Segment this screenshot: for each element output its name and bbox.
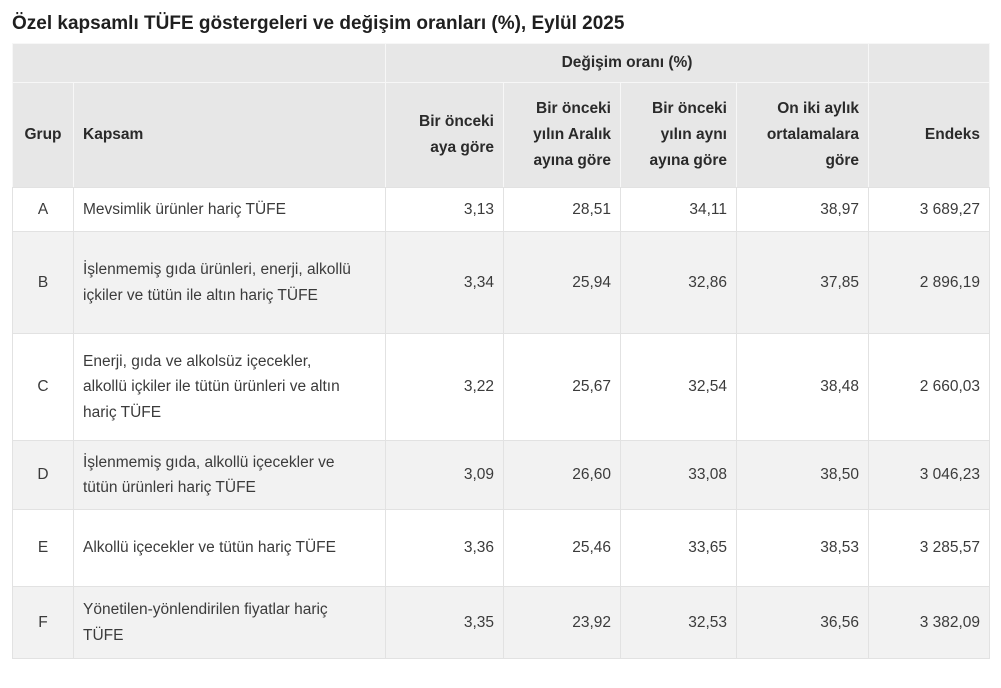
cell-endeks: 3 285,57 <box>868 509 991 587</box>
header-columns-row: Grup Kapsam Bir önceki aya göre Bir önce… <box>12 82 991 188</box>
cell-kapsam: Alkollü içecekler ve tütün hariç TÜFE <box>73 509 386 587</box>
cell-monthly: 3,36 <box>385 509 504 587</box>
cell-endeks: 2 896,19 <box>868 231 991 334</box>
cell-kapsam: İşlenmemiş gıda, alkollü içecekler ve tü… <box>73 440 386 510</box>
table-row: B İşlenmemiş gıda ürünleri, enerji, alko… <box>12 231 991 334</box>
cell-since-december: 23,92 <box>503 586 621 659</box>
cell-year-over-year: 34,11 <box>620 187 737 232</box>
cell-since-december: 26,60 <box>503 440 621 510</box>
cell-since-december: 25,67 <box>503 333 621 441</box>
cell-year-over-year: 32,53 <box>620 586 737 659</box>
header-spacer-left <box>12 43 386 83</box>
column-header-since-december: Bir önceki yılın Aralık ayına göre <box>503 82 621 188</box>
cell-year-over-year: 32,86 <box>620 231 737 334</box>
cell-monthly: 3,09 <box>385 440 504 510</box>
cell-since-december: 28,51 <box>503 187 621 232</box>
header-spacer-right <box>868 43 991 83</box>
cell-year-over-year: 32,54 <box>620 333 737 441</box>
table-row: D İşlenmemiş gıda, alkollü içecekler ve … <box>12 440 991 510</box>
cell-endeks: 3 689,27 <box>868 187 991 232</box>
cell-monthly: 3,13 <box>385 187 504 232</box>
cell-twelve-month-avg: 37,85 <box>735 231 870 334</box>
table-header: Değişim oranı (%) Grup Kapsam Bir önceki… <box>12 43 991 188</box>
header-change-rate-group: Değişim oranı (%) <box>384 43 870 83</box>
table-row: A Mevsimlik ürünler hariç TÜFE 3,13 28,5… <box>12 187 991 232</box>
cell-twelve-month-avg: 38,50 <box>735 440 870 510</box>
cell-kapsam: Enerji, gıda ve alkolsüz içecekler, alko… <box>73 333 386 441</box>
column-header-year-over-year: Bir önceki yılın aynı ayına göre <box>620 82 737 188</box>
table-row: C Enerji, gıda ve alkolsüz içecekler, al… <box>12 333 991 441</box>
column-header-kapsam: Kapsam <box>73 82 386 188</box>
page-title: Özel kapsamlı TÜFE göstergeleri ve değiş… <box>12 13 625 34</box>
cell-twelve-month-avg: 38,97 <box>735 187 870 232</box>
cell-grup: E <box>12 509 74 587</box>
cell-endeks: 3 382,09 <box>868 586 991 659</box>
header-group-row: Değişim oranı (%) <box>12 43 991 83</box>
cell-grup: D <box>12 440 74 510</box>
cell-grup: F <box>12 586 74 659</box>
cell-since-december: 25,46 <box>503 509 621 587</box>
cell-monthly: 3,22 <box>385 333 504 441</box>
cell-year-over-year: 33,65 <box>620 509 737 587</box>
table-row: F Yönetilen-yönlendirilen fiyatlar hariç… <box>12 586 991 659</box>
cell-kapsam: Yönetilen-yönlendirilen fiyatlar hariç T… <box>73 586 386 659</box>
cell-endeks: 2 660,03 <box>868 333 991 441</box>
cell-grup: C <box>12 333 74 441</box>
cell-endeks: 3 046,23 <box>868 440 991 510</box>
cell-twelve-month-avg: 36,56 <box>735 586 870 659</box>
cell-since-december: 25,94 <box>503 231 621 334</box>
column-header-twelve-month-avg: On iki aylık ortalamalara göre <box>735 82 870 188</box>
cell-kapsam: İşlenmemiş gıda ürünleri, enerji, alkoll… <box>73 231 386 334</box>
tufe-indicators-table: Değişim oranı (%) Grup Kapsam Bir önceki… <box>12 43 991 659</box>
cell-year-over-year: 33,08 <box>620 440 737 510</box>
cell-twelve-month-avg: 38,48 <box>735 333 870 441</box>
cell-grup: B <box>12 231 74 334</box>
table-body: A Mevsimlik ürünler hariç TÜFE 3,13 28,5… <box>12 187 991 659</box>
cell-grup: A <box>12 187 74 232</box>
cell-monthly: 3,34 <box>385 231 504 334</box>
column-header-monthly: Bir önceki aya göre <box>385 82 504 188</box>
cell-kapsam: Mevsimlik ürünler hariç TÜFE <box>73 187 386 232</box>
column-header-grup: Grup <box>12 82 74 188</box>
table-row: E Alkollü içecekler ve tütün hariç TÜFE … <box>12 509 991 587</box>
column-header-endeks: Endeks <box>868 82 991 188</box>
cell-monthly: 3,35 <box>385 586 504 659</box>
cell-twelve-month-avg: 38,53 <box>735 509 870 587</box>
